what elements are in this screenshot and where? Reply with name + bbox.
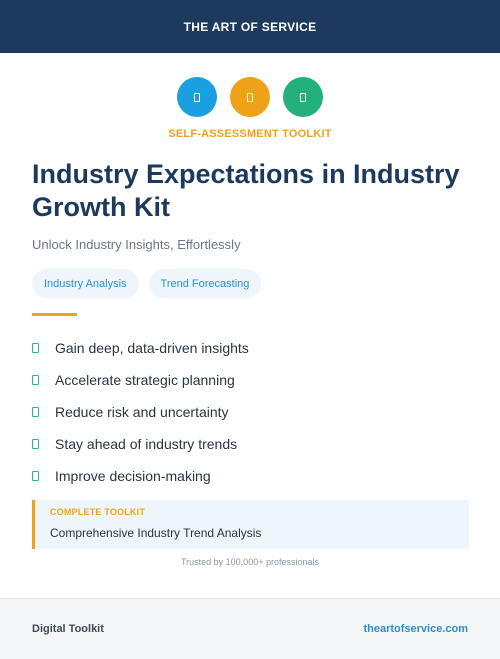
benefit-text: Accelerate strategic planning [55, 372, 235, 388]
list-item: Accelerate strategic planning [32, 364, 472, 396]
orange-doc-icon [230, 77, 270, 117]
check-icon [32, 471, 39, 481]
benefit-text: Reduce risk and uncertainty [55, 404, 229, 420]
footer-label: Digital Toolkit [32, 623, 104, 635]
toolkit-kicker: SELF-ASSESSMENT TOOLKIT [168, 128, 332, 140]
page-title: Industry Expectations in Industry Growth… [32, 159, 460, 222]
check-icon [32, 439, 39, 449]
page-subtitle: Unlock Industry Insights, Effortlessly [32, 237, 241, 252]
list-item: Improve decision-making [32, 460, 472, 492]
callout-label: COMPLETE TOOLKIT [50, 507, 146, 517]
list-item: Gain deep, data-driven insights [32, 332, 472, 364]
tag-trend-forecasting[interactable]: Trend Forecasting [148, 269, 262, 298]
top-header-bar: THE ART OF SERVICE [0, 0, 500, 53]
toolkit-callout: COMPLETE TOOLKIT Comprehensive Industry … [32, 500, 469, 549]
check-icon [32, 407, 39, 417]
benefit-text: Improve decision-making [55, 468, 211, 484]
trust-note: Trusted by 100,000+ professionals [180, 557, 319, 567]
benefit-list: Gain deep, data-driven insights Accelera… [32, 332, 472, 492]
tag-industry-analysis[interactable]: Industry Analysis [32, 269, 139, 298]
footer-bar: Digital Toolkit theartofservice.com [0, 598, 500, 659]
green-doc-icon [283, 77, 323, 117]
accent-divider [32, 313, 77, 316]
footer-website-link[interactable]: theartofservice.com [363, 623, 468, 635]
brand-name: THE ART OF SERVICE [183, 19, 317, 34]
list-item: Reduce risk and uncertainty [32, 396, 472, 428]
blue-doc-icon [177, 77, 217, 117]
callout-value: Comprehensive Industry Trend Analysis [50, 526, 262, 540]
tag-list: Industry Analysis Trend Forecasting [32, 269, 262, 298]
icon-row [0, 77, 500, 117]
check-icon [32, 375, 39, 385]
benefit-text: Stay ahead of industry trends [55, 436, 238, 452]
list-item: Stay ahead of industry trends [32, 428, 472, 460]
benefit-text: Gain deep, data-driven insights [55, 340, 249, 356]
check-icon [32, 343, 39, 353]
